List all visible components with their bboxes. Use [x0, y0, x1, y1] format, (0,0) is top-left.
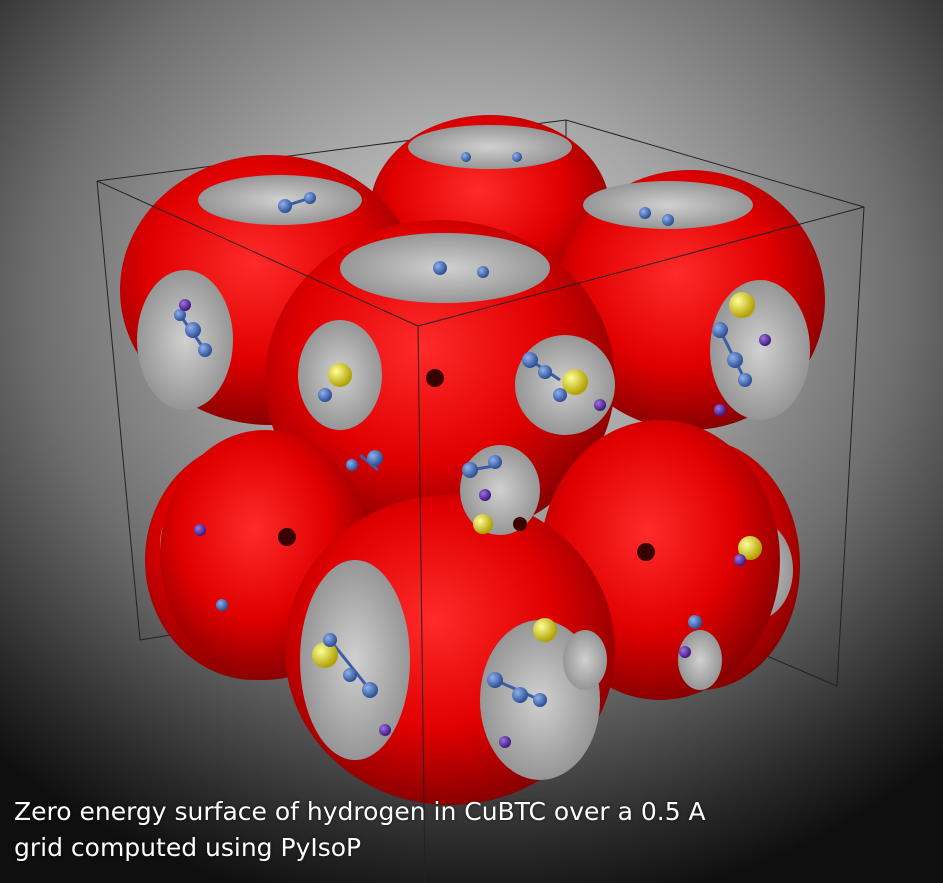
bounding-box-front: [96, 180, 865, 883]
caption-line-2: grid computed using PyIsoP: [14, 833, 362, 862]
figure-caption: Zero energy surface of hydrogen in CuBTC…: [14, 794, 914, 866]
caption-line-1: Zero energy surface of hydrogen in CuBTC…: [14, 797, 706, 826]
isosurface: [120, 115, 825, 805]
